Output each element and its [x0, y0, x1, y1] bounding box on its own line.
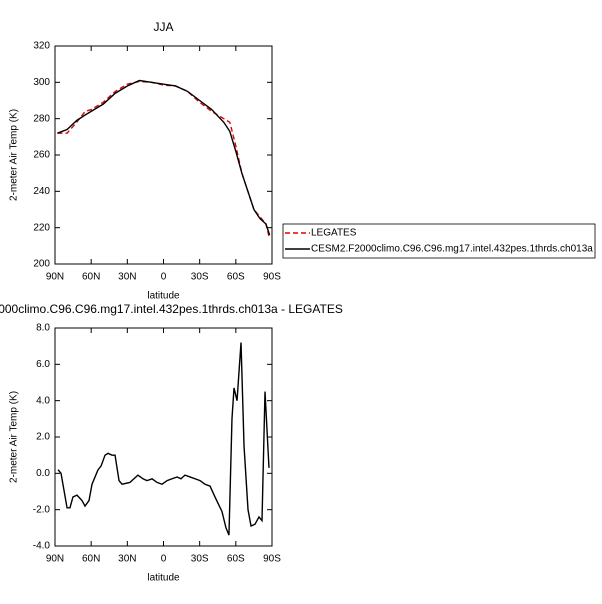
x-tick-label: 90N — [46, 272, 64, 283]
legend-box — [282, 223, 596, 259]
x-tick-label: 90N — [46, 554, 64, 565]
y-tick-label: 2.0 — [36, 432, 50, 443]
y-axis-label: 2-meter Air Temp (K) — [9, 109, 20, 201]
x-tick-label: 90S — [263, 272, 281, 283]
data-line — [57, 79, 271, 236]
x-tick-label: 30S — [191, 554, 209, 565]
data-line — [57, 342, 270, 536]
chart-title: JJA — [153, 20, 173, 34]
x-tick-label: 0 — [161, 554, 167, 565]
y-tick-label: 220 — [33, 222, 50, 233]
x-axis-label: latitude — [147, 291, 180, 302]
x-tick-label: 30N — [118, 554, 136, 565]
y-tick-label: 240 — [33, 186, 50, 197]
y-tick-label: 4.0 — [36, 395, 50, 406]
y-tick-label: 260 — [33, 150, 50, 161]
legend-label: CESM2.F2000climo.C96.C96.mg17.intel.432p… — [311, 244, 593, 255]
y-tick-label: 300 — [33, 77, 50, 88]
x-tick-label: 60S — [227, 272, 245, 283]
x-axis-label: latitude — [147, 573, 180, 584]
y-tick-label: 6.0 — [36, 359, 50, 370]
x-tick-label: 60N — [82, 554, 100, 565]
plot-frame — [54, 45, 273, 265]
x-tick-label: 0 — [161, 272, 167, 283]
chart-title: F2000climo.C96.C96.mg17.intel.432pes.1th… — [0, 302, 343, 316]
y-tick-label: -4.0 — [33, 541, 51, 552]
y-tick-label: 280 — [33, 113, 50, 124]
legend-label: LEGATES — [311, 228, 357, 239]
y-axis-label: 2-meter Air Temp (K) — [9, 391, 20, 483]
x-tick-label: 30S — [191, 272, 209, 283]
y-tick-label: 0.0 — [36, 468, 50, 479]
x-tick-label: 60N — [82, 272, 100, 283]
y-tick-label: 8.0 — [36, 323, 50, 334]
plot-frame — [54, 327, 273, 547]
x-tick-label: 30N — [118, 272, 136, 283]
x-tick-label: 90S — [263, 554, 281, 565]
y-tick-label: 200 — [33, 259, 50, 270]
y-tick-label: 320 — [33, 41, 50, 52]
x-tick-label: 60S — [227, 554, 245, 565]
y-tick-label: -2.0 — [33, 504, 51, 515]
